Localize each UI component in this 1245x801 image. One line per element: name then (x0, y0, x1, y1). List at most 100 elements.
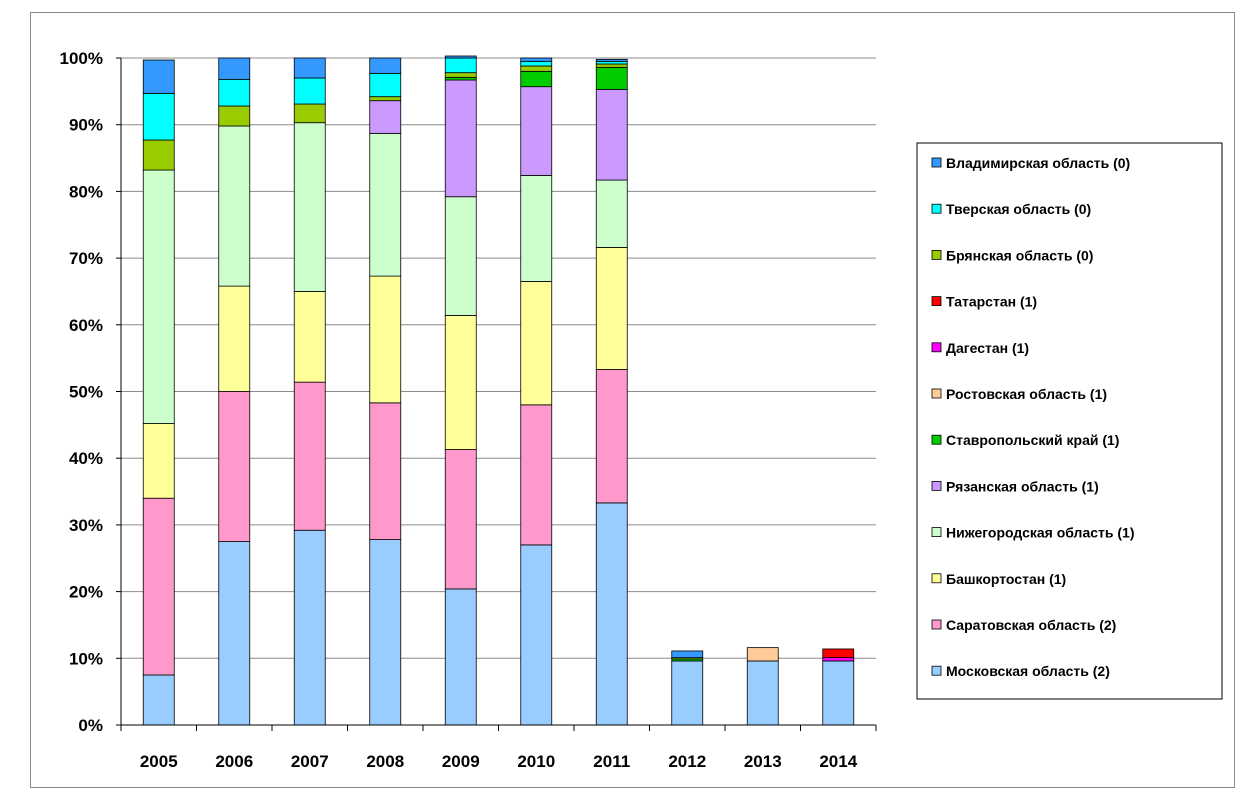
bar-segment (671, 650, 704, 659)
x-tick-label: 2007 (291, 752, 329, 771)
bar-segment (369, 96, 402, 102)
bar-segment (293, 529, 326, 726)
legend-label: Ростовская область (1) (946, 386, 1107, 402)
bar-segment (293, 381, 326, 531)
bar-segment (444, 55, 477, 59)
x-tick-label: 2005 (140, 752, 178, 771)
bar-segment (218, 78, 251, 107)
legend-label: Башкортостан (1) (946, 571, 1066, 587)
bar-segment (142, 423, 175, 499)
legend-label: Брянская область (0) (946, 247, 1093, 263)
bar-segment (142, 59, 175, 94)
legend-label: Дагестан (1) (946, 340, 1029, 356)
bar-segment (293, 291, 326, 383)
bar-segment (520, 57, 553, 62)
bar-segment (369, 275, 402, 404)
bar-segment (369, 100, 402, 134)
y-tick-label: 60% (69, 316, 103, 335)
bar-segment (444, 79, 477, 198)
bar-segment (520, 70, 553, 88)
bar-segment (444, 57, 477, 74)
bar-segment (671, 660, 704, 726)
bar-segment (218, 57, 251, 80)
y-tick-label: 50% (69, 383, 103, 402)
x-tick-label: 2014 (819, 752, 857, 771)
legend-swatch (931, 665, 942, 676)
y-tick-label: 20% (69, 583, 103, 602)
bar-segment (293, 77, 326, 105)
bar-segment (218, 285, 251, 392)
legend-swatch (931, 203, 942, 214)
legend-swatch (931, 388, 942, 399)
bar-segment (520, 60, 553, 67)
y-tick-labels: 0% 10% 20% 30% 40% 50% 60% 70% 80% 90% 100% (60, 49, 121, 735)
legend-label: Ставропольский край (1) (946, 432, 1119, 448)
x-tick-label: 2009 (442, 752, 480, 771)
bar-segment (444, 449, 477, 590)
y-tick-label: 30% (69, 516, 103, 535)
bar-segment (444, 196, 477, 316)
bar-segment (218, 105, 251, 127)
bar-segment (595, 60, 628, 65)
bar-segment (520, 86, 553, 176)
bar-segment (746, 660, 779, 726)
bar-segment (444, 315, 477, 450)
legend-swatch (931, 249, 942, 260)
y-tick-label: 40% (69, 449, 103, 468)
y-tick-label: 80% (69, 182, 103, 201)
legend-label: Владимирская область (0) (946, 155, 1130, 171)
bar-segment (369, 539, 402, 726)
bar-segment (369, 402, 402, 540)
bar-segment (293, 122, 326, 292)
x-tick-label: 2008 (366, 752, 404, 771)
bar-segment (293, 57, 326, 79)
bar-segment (520, 544, 553, 726)
bar-segment (142, 674, 175, 726)
bar-segment (444, 72, 477, 78)
y-tick-label: 100% (60, 49, 103, 68)
legend-label: Саратовская область (2) (946, 617, 1116, 633)
bar-segment (595, 369, 628, 504)
legend-label: Татарстан (1) (946, 294, 1037, 310)
bar-segment (293, 103, 326, 124)
bar-segment (520, 174, 553, 282)
y-tick-label: 90% (69, 116, 103, 135)
bar-segment (142, 497, 175, 676)
bar-segment (595, 502, 628, 726)
y-tick-label: 70% (69, 249, 103, 268)
bar-segment (218, 125, 251, 287)
legend-label: Тверская область (0) (946, 201, 1091, 217)
bars (142, 55, 855, 726)
bar-segment (595, 66, 628, 90)
bar-segment (444, 76, 477, 81)
x-tick-labels: 2005 2006 2007 2008 2009 2010 2011 2012 2013 2014 (120, 725, 877, 771)
bar-segment (520, 281, 553, 406)
legend-label: Рязанская область (1) (946, 478, 1099, 494)
bar-segment (142, 92, 175, 141)
x-tick-label: 2011 (593, 752, 630, 771)
bar-segment (595, 179, 628, 248)
x-tick-label: 2012 (668, 752, 706, 771)
bar-segment (822, 648, 855, 659)
bar-segment (142, 169, 175, 424)
y-tick-label: 0% (78, 716, 103, 735)
legend-swatch (931, 573, 942, 584)
legend-swatch (931, 434, 942, 445)
legend-box (916, 142, 1223, 700)
legend-label: Московская область (2) (946, 663, 1110, 679)
legend-swatch (931, 619, 942, 630)
legend-swatch (931, 296, 942, 307)
bar-segment (595, 88, 628, 181)
y-tick-label: 10% (69, 649, 103, 668)
x-tick-label: 2013 (744, 752, 782, 771)
bar-segment (142, 139, 175, 171)
bar-segment (595, 63, 628, 68)
x-tick-label: 2006 (215, 752, 253, 771)
bar-segment (218, 541, 251, 726)
bar-segment (369, 57, 402, 74)
legend-swatch (931, 342, 942, 353)
legend-swatch (931, 527, 942, 537)
x-tick-label: 2010 (517, 752, 555, 771)
bar-segment (369, 72, 402, 98)
